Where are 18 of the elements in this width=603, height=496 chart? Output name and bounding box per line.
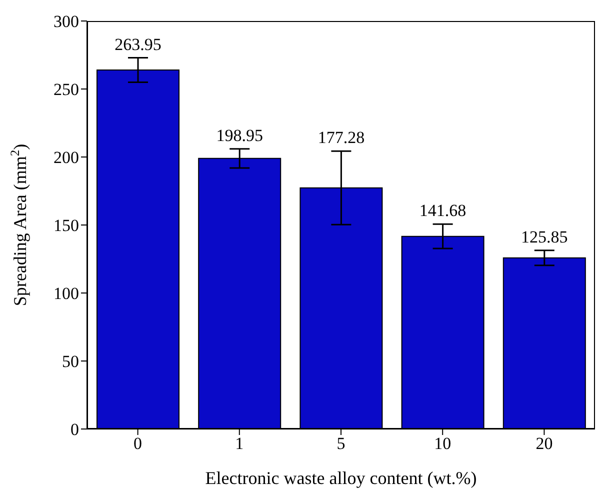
- data-label: 198.95: [216, 126, 263, 145]
- y-tick-label: 200: [54, 148, 79, 168]
- x-axis-title: Electronic waste alloy content (wt.%): [205, 468, 477, 488]
- x-tick-label: 20: [536, 434, 553, 454]
- y-tick-label: 300: [54, 12, 79, 32]
- data-label: 125.85: [521, 227, 568, 246]
- y-tick-label: 150: [54, 216, 79, 236]
- data-label: 263.95: [114, 34, 162, 54]
- x-tick-label: 10: [434, 434, 452, 454]
- x-tick-label: 5: [336, 434, 346, 454]
- x-tick-label: 0: [134, 434, 142, 454]
- y-tick-label: 100: [54, 284, 79, 304]
- x-tick-label: 1: [235, 434, 244, 454]
- data-label: 177.28: [318, 128, 365, 148]
- y-tick-label: 250: [54, 80, 79, 100]
- data-label: 141.68: [419, 201, 466, 220]
- y-tick-label: 50: [62, 352, 79, 372]
- y-tick-label: 0: [70, 420, 79, 440]
